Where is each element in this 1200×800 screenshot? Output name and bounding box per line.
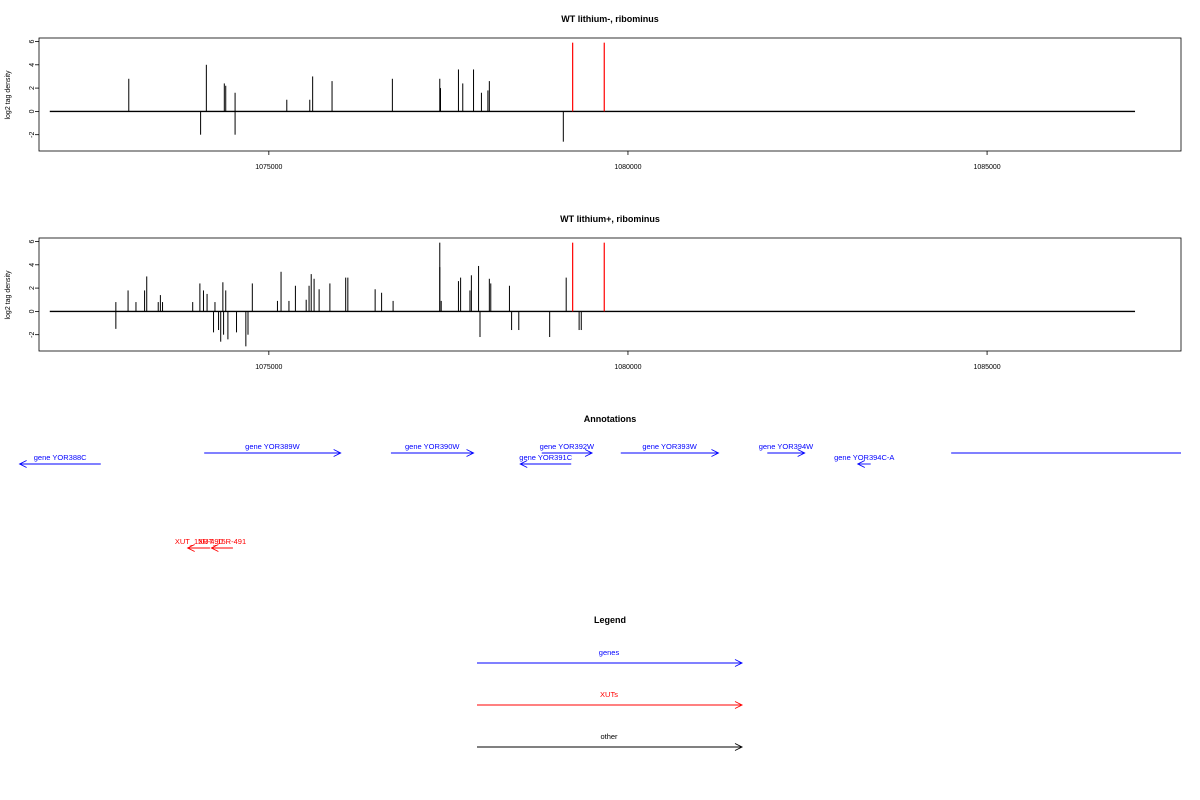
arrowhead-right-icon — [734, 659, 744, 667]
legend-label: XUTs — [600, 690, 618, 699]
gene-feature: gene YOR392W — [540, 442, 595, 457]
x-tick-label: 1080000 — [614, 164, 641, 171]
legend-item: genes — [477, 648, 744, 667]
y-axis-label: log2 tag density — [5, 270, 12, 320]
gene-feature: gene YOR393W — [620, 442, 720, 457]
x-tick-label: 1080000 — [614, 364, 641, 371]
xut-label: XUT_15R-490 — [175, 537, 223, 546]
legend-item: XUTs — [477, 690, 744, 709]
gene-label: gene YOR393W — [642, 442, 697, 451]
y-axis: -2 0 2 4 6 — [29, 39, 39, 138]
x-tick-label: 1075000 — [255, 364, 282, 371]
arrowhead-left-icon — [519, 460, 528, 468]
annotations-title: Annotations — [584, 414, 637, 424]
arrowhead-right-icon — [734, 701, 744, 709]
y-tick-label: 2 — [29, 86, 36, 90]
annotation-features: gene YOR388C gene YOR389W gene YOR390W gene… — [18, 442, 1181, 552]
x-tick-label: 1085000 — [973, 364, 1000, 371]
data-marks — [49, 242, 1136, 347]
track-panel-lithium-minus: WT lithium-, ribominus log2 tag density … — [5, 14, 1182, 171]
gene-feature: gene YOR388C — [18, 453, 101, 468]
arrowhead-left-icon — [18, 460, 27, 468]
arrowhead-left-icon — [186, 544, 195, 552]
y-tick-label: 0 — [29, 109, 36, 113]
arrowhead-left-icon — [210, 544, 219, 552]
y-tick-label: 6 — [29, 239, 36, 243]
legend: Legend genes XUTs other — [477, 615, 744, 751]
arrowhead-right-icon — [584, 449, 594, 457]
y-axis: -2 0 2 4 6 — [29, 239, 39, 338]
panel-title: WT lithium+, ribominus — [560, 214, 660, 224]
gene-label: gene YOR394C-A — [834, 453, 894, 462]
arrowhead-right-icon — [333, 449, 342, 457]
legend-label: other — [600, 732, 618, 741]
gene-label: gene YOR391C — [519, 453, 572, 462]
gene-label: gene YOR392W — [540, 442, 595, 451]
y-tick-label: 6 — [29, 39, 36, 43]
x-axis: 1075000 1080000 1085000 — [255, 351, 1001, 371]
y-tick-label: -2 — [29, 131, 36, 137]
x-tick-label: 1075000 — [255, 164, 282, 171]
x-axis: 1075000 1080000 1085000 — [255, 151, 1001, 171]
gene-feature: gene YOR390W — [390, 442, 475, 457]
y-tick-label: 4 — [29, 263, 36, 267]
arrowhead-left-icon — [856, 460, 865, 468]
xut-label: XUT_15R-491 — [198, 537, 246, 546]
y-tick-label: 2 — [29, 286, 36, 290]
legend-items: genes XUTs other — [477, 648, 744, 751]
gene-label: gene YOR388C — [34, 453, 87, 462]
gene-feature: gene YOR394C-A — [834, 453, 894, 468]
legend-item: other — [477, 732, 744, 751]
legend-title: Legend — [594, 615, 626, 625]
y-tick-label: 4 — [29, 63, 36, 67]
gene-feature: gene YOR389W — [204, 442, 342, 457]
y-tick-label: -2 — [29, 331, 36, 337]
gene-label: gene YOR389W — [245, 442, 300, 451]
legend-label: genes — [599, 648, 620, 657]
y-tick-label: 0 — [29, 309, 36, 313]
arrowhead-right-icon — [797, 449, 806, 457]
arrowhead-right-icon — [711, 449, 720, 457]
plot-frame — [38, 37, 1182, 152]
gene-feature: gene YOR391C — [519, 453, 573, 468]
panel-title: WT lithium-, ribominus — [561, 14, 659, 24]
xut-feature: XUT_15R-490 — [175, 537, 223, 552]
xut-feature: XUT_15R-491 — [198, 537, 246, 552]
plot-frame — [38, 237, 1182, 352]
x-tick-label: 1085000 — [973, 164, 1000, 171]
data-marks — [49, 42, 1136, 142]
gene-feature: gene YOR394W — [759, 442, 814, 457]
gene-label: gene YOR394W — [759, 442, 814, 451]
gene-label: gene YOR390W — [405, 442, 460, 451]
y-axis-label: log2 tag density — [5, 70, 12, 120]
arrowhead-right-icon — [466, 449, 475, 457]
arrowhead-right-icon — [734, 743, 744, 751]
track-panel-lithium-plus: WT lithium+, ribominus log2 tag density … — [5, 214, 1182, 371]
